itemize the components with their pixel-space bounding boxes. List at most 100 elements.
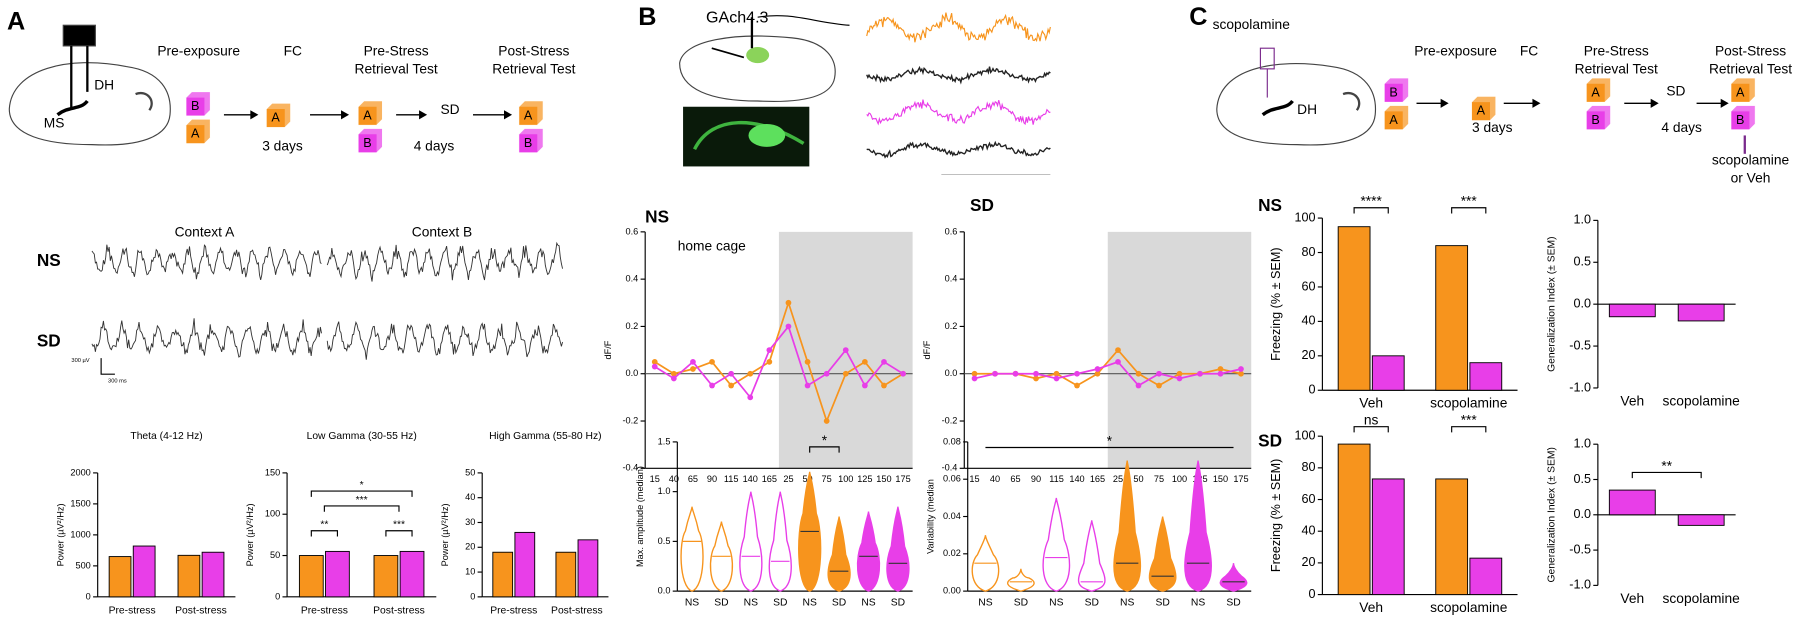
x-tick-label: 25 (1113, 474, 1123, 484)
context-box-top (186, 119, 211, 144)
y-tick-label: 50 (270, 550, 280, 560)
point (747, 394, 754, 401)
bar (1435, 478, 1469, 596)
box-letter: B (191, 99, 199, 113)
x-tick-label: 115 (724, 474, 739, 484)
significance-label: * (822, 433, 828, 448)
arrow-head (1532, 98, 1541, 108)
trace (866, 140, 1051, 159)
x-tick-label: SD (1085, 597, 1099, 608)
point (1012, 370, 1019, 377)
y-axis-title: Max. amplitude (median) (635, 466, 645, 567)
violin (1077, 520, 1106, 592)
bar (1337, 443, 1371, 596)
violin (1148, 516, 1177, 592)
x-tick-label: 40 (990, 474, 1000, 484)
y-tick-label: 0.5 (1573, 472, 1591, 486)
context-box-top (358, 128, 383, 153)
point (1156, 382, 1162, 389)
y-tick-label: -0.2 (622, 415, 638, 425)
brain-c (1216, 47, 1377, 146)
y-tick-label: 500 (75, 560, 90, 570)
sensor-label: GAch4.3 (706, 9, 769, 27)
significance-label: *** (1461, 194, 1478, 209)
y-tick-label: -1.0 (1569, 380, 1591, 394)
bar (177, 554, 201, 598)
point (651, 363, 658, 370)
context-box-top (358, 101, 383, 126)
point (971, 375, 978, 382)
point (651, 359, 658, 365)
arrow-head (250, 110, 259, 120)
scale-label: 300 µV (71, 358, 89, 364)
context-box-top (518, 128, 544, 153)
violin (1042, 497, 1071, 592)
violin (1184, 460, 1212, 592)
box-letter: A (1389, 113, 1398, 127)
bar (1371, 355, 1405, 391)
x-tick-label: 140 (1069, 474, 1084, 484)
x-tick-label: Pre-stress (109, 605, 156, 616)
x-tick-label: 40 (669, 474, 679, 484)
x-tick-label: scopolamine (1663, 591, 1741, 606)
context-box (1384, 77, 1409, 103)
x-tick-label: 100 (1172, 474, 1187, 484)
y-tick-label: 1.0 (1573, 213, 1591, 227)
box-letter: B (524, 136, 532, 150)
interval-label: SD (1666, 83, 1685, 98)
chart-title: NS (1258, 195, 1282, 215)
trace (91, 244, 322, 281)
significance-label: *** (356, 495, 368, 506)
y-tick-label: 1.0 (658, 486, 671, 496)
x-tick-label: NS (803, 597, 817, 608)
violin (768, 491, 792, 592)
point (842, 347, 849, 353)
box-letter: B (1591, 113, 1599, 127)
bar (132, 545, 156, 598)
point (881, 359, 887, 365)
point (1238, 370, 1244, 377)
point (1115, 347, 1121, 353)
bar (1469, 557, 1503, 596)
violin (1113, 460, 1142, 592)
y-axis-title: Variability (median (925, 479, 935, 554)
point (728, 382, 735, 389)
point (709, 359, 715, 365)
y-tick-label: 80 (1301, 245, 1315, 259)
point (670, 375, 677, 382)
bar (1371, 478, 1405, 596)
brain-b (679, 15, 850, 167)
x-tick-label: Post-stress (373, 605, 425, 616)
point (804, 359, 811, 365)
y-tick-label: 100 (1294, 428, 1315, 442)
point (823, 418, 830, 424)
step-label: Retrieval Test (355, 62, 438, 77)
context-box (357, 128, 383, 153)
context-box (357, 100, 383, 126)
y-tick-label: 100 (1294, 210, 1315, 224)
y-axis-title: dF/F (922, 340, 932, 359)
step-label: Retrieval Test (1575, 62, 1658, 77)
y-tick-label: 100 (265, 509, 280, 519)
point (1115, 359, 1121, 365)
interval-label: 4 days (414, 139, 455, 154)
y-tick-label: 0.6 (945, 226, 958, 236)
y-tick-label: 0.6 (626, 226, 639, 236)
bar (1677, 514, 1725, 526)
significance-label: ns (1364, 413, 1379, 428)
point (1033, 375, 1039, 382)
x-tick-label: 65 (688, 474, 698, 484)
y-tick-label: 30 (465, 517, 475, 527)
x-tick-label: SD (714, 597, 728, 608)
x-tick-label: 125 (857, 474, 872, 484)
brain-label: DH (94, 78, 114, 93)
y-tick-label: 0.0 (945, 368, 958, 378)
point (1156, 370, 1162, 377)
y-tick-label: 1000 (70, 529, 90, 539)
arrow-head (504, 110, 513, 120)
series-line (974, 360, 1242, 387)
y-tick-label: 20 (1301, 555, 1315, 569)
chart-title: SD (1258, 430, 1282, 450)
x-tick-label: 25 (783, 474, 793, 484)
